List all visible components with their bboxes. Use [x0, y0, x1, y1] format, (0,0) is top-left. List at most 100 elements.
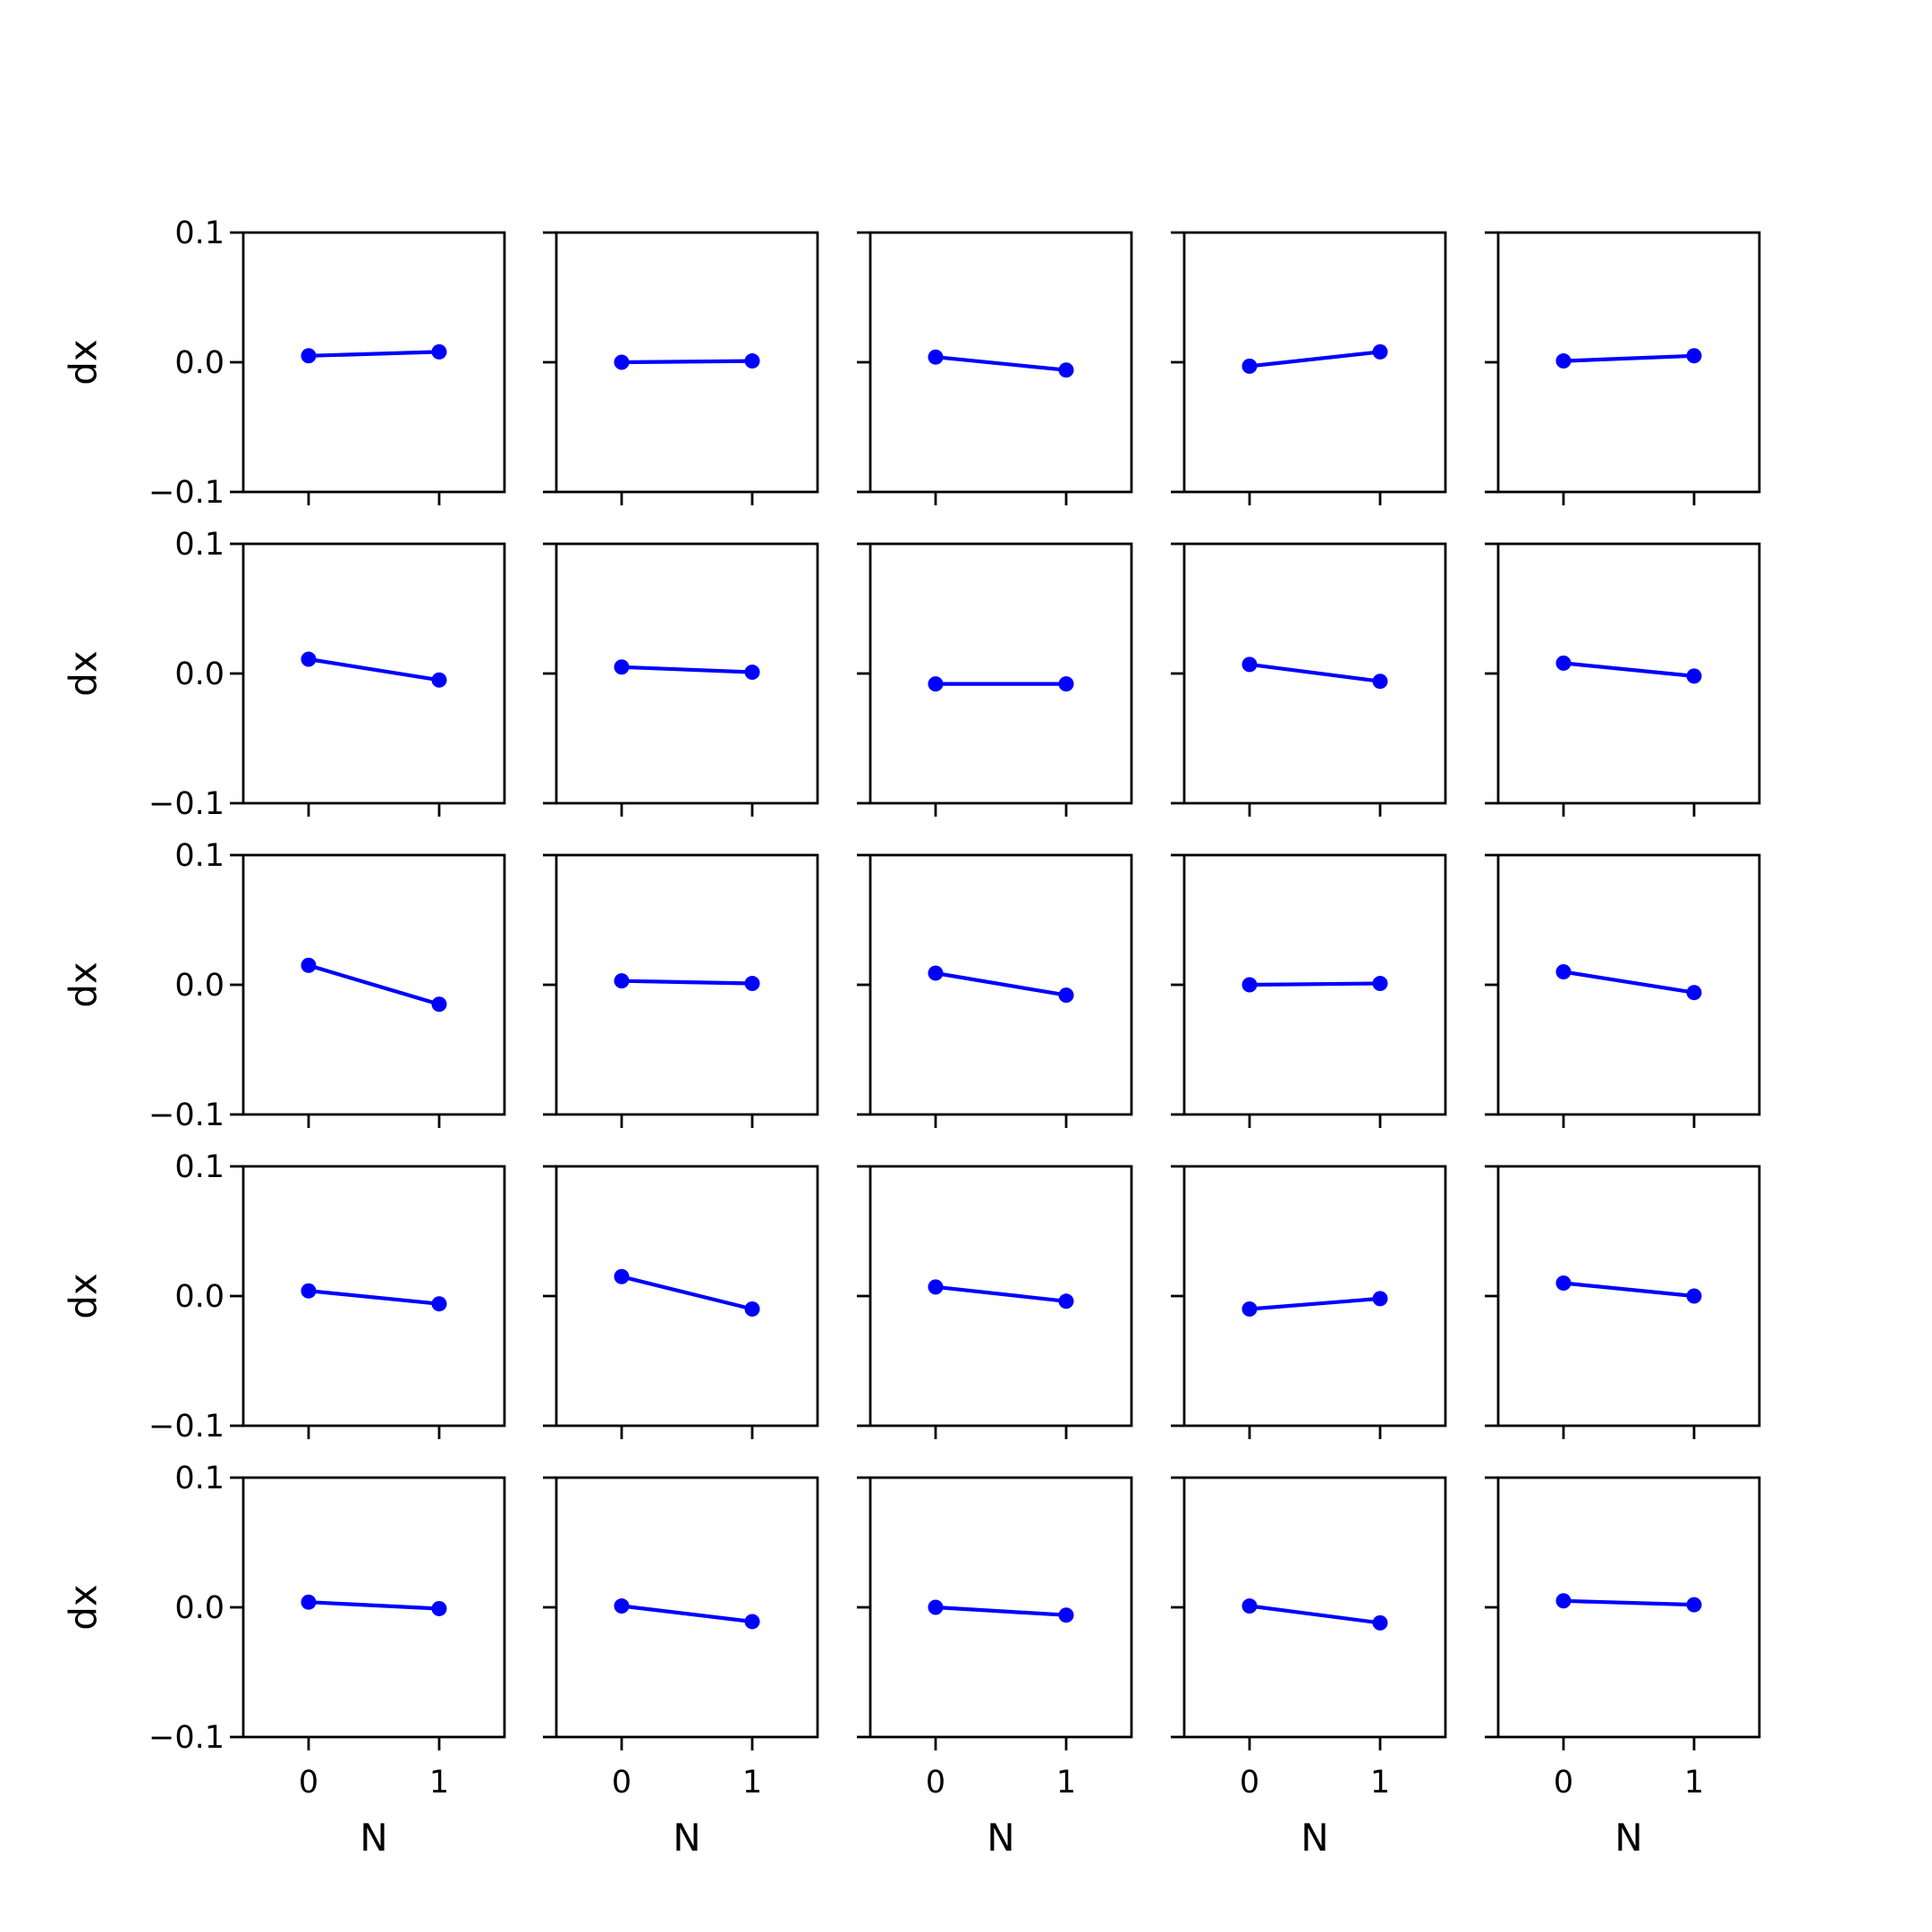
x-tick-label: 0 — [299, 1765, 318, 1801]
series-line — [619, 665, 755, 674]
series-line — [306, 1289, 442, 1306]
panel-r4-c3: 0 1 N — [1171, 1476, 1447, 1860]
data-point — [1372, 976, 1388, 992]
panel-r2-c4 — [1485, 853, 1761, 1128]
data-point — [1686, 985, 1702, 1001]
series-line — [1247, 981, 1383, 987]
plot-frame — [242, 1476, 506, 1739]
plot-frame — [555, 1165, 819, 1428]
data-point — [614, 354, 630, 370]
data-point — [1555, 1275, 1572, 1291]
panel-r2-c1 — [543, 853, 819, 1128]
panel-r0-c0: −0.1 0.0 0.1 dx — [62, 216, 506, 511]
series-line — [1561, 353, 1697, 363]
data-point — [1555, 655, 1572, 671]
y-tick-label: 0.0 — [174, 968, 225, 1004]
data-point — [744, 665, 760, 681]
data-point — [1058, 676, 1074, 692]
plot-frame — [555, 1476, 819, 1739]
series-line — [306, 1600, 442, 1611]
panel-r0-c1 — [543, 231, 819, 505]
panel-r3-c0: −0.1 0.0 0.1 dx — [62, 1149, 506, 1445]
x-axis-label: N — [1301, 1816, 1328, 1860]
data-point — [431, 343, 447, 360]
plot-frame — [242, 231, 506, 494]
y-tick-label: 0.0 — [174, 345, 225, 381]
data-point — [928, 965, 944, 981]
plot-frame — [869, 1476, 1133, 1739]
panel-r1-c1 — [543, 542, 819, 817]
plot-frame — [555, 542, 819, 805]
panel-r0-c4 — [1485, 231, 1761, 505]
plot-frame — [1496, 1165, 1761, 1428]
series-line — [1561, 661, 1697, 679]
y-tick-label: 0.1 — [174, 1149, 225, 1185]
plot-frame — [1182, 1165, 1447, 1428]
data-point — [744, 1614, 760, 1630]
panel-r0-c3 — [1171, 231, 1447, 505]
y-axis-label: dx — [62, 962, 106, 1008]
y-tick-label: 0.0 — [174, 1590, 225, 1626]
data-point — [1555, 964, 1572, 979]
series-line — [1247, 662, 1383, 683]
data-point — [1058, 987, 1074, 1004]
y-tick-label: 0.1 — [174, 1461, 225, 1496]
series-line — [306, 350, 442, 358]
y-axis-label: dx — [62, 1273, 106, 1319]
data-point — [301, 957, 317, 973]
panel-r2-c0: −0.1 0.0 0.1 dx — [62, 838, 506, 1133]
x-tick-label: 1 — [1056, 1765, 1076, 1801]
data-point — [744, 976, 760, 992]
data-point — [1555, 353, 1572, 369]
data-point — [1058, 1293, 1074, 1309]
x-tick-label: 0 — [1240, 1765, 1259, 1801]
y-tick-label: −0.1 — [148, 1409, 225, 1445]
panel-r3-c4 — [1485, 1165, 1761, 1439]
y-axis-label: dx — [62, 1584, 106, 1631]
series-line — [306, 657, 442, 682]
data-point — [1686, 668, 1702, 684]
y-tick-label: −0.1 — [148, 475, 225, 511]
plot-frame — [869, 542, 1133, 805]
y-tick-label: −0.1 — [148, 1720, 225, 1756]
data-point — [744, 353, 760, 369]
x-tick-label: 1 — [1684, 1765, 1704, 1801]
data-point — [1686, 1288, 1702, 1304]
x-tick-label: 0 — [926, 1765, 945, 1801]
plot-frame — [1496, 1476, 1761, 1739]
data-point — [1372, 1614, 1388, 1631]
plot-frame — [869, 1165, 1133, 1428]
series-line — [1561, 1281, 1697, 1299]
series-line — [933, 355, 1069, 372]
panel-r4-c1: 0 1 N — [543, 1476, 819, 1860]
series-line — [1561, 1598, 1697, 1607]
data-point — [614, 659, 630, 675]
plot-frame — [1496, 542, 1761, 805]
panel-r2-c3 — [1171, 853, 1447, 1128]
x-tick-label: 1 — [1370, 1765, 1390, 1801]
data-point — [431, 1600, 447, 1616]
plot-frame — [555, 853, 819, 1116]
data-point — [1241, 358, 1258, 374]
data-point — [1241, 1598, 1258, 1614]
series-line — [933, 1605, 1069, 1617]
panel-r0-c2 — [857, 231, 1133, 505]
data-point — [614, 973, 630, 989]
x-tick-label: 1 — [429, 1765, 449, 1801]
series-line — [619, 979, 755, 986]
panel-r4-c0: −0.1 0.0 0.1 0 1 dx N — [62, 1461, 506, 1860]
series-line — [1247, 350, 1383, 369]
y-tick-label: 0.0 — [174, 1279, 225, 1315]
data-point — [301, 348, 317, 364]
data-point — [744, 1301, 760, 1317]
data-point — [928, 349, 944, 365]
series-line — [619, 359, 755, 365]
data-point — [614, 1268, 630, 1284]
data-point — [301, 651, 317, 667]
panel-r2-c2 — [857, 853, 1133, 1128]
y-tick-label: 0.0 — [174, 657, 225, 692]
data-point — [431, 672, 447, 688]
y-axis-label: dx — [62, 650, 106, 697]
panel-r4-c2: 0 1 N — [857, 1476, 1133, 1860]
x-axis-label: N — [360, 1816, 387, 1860]
